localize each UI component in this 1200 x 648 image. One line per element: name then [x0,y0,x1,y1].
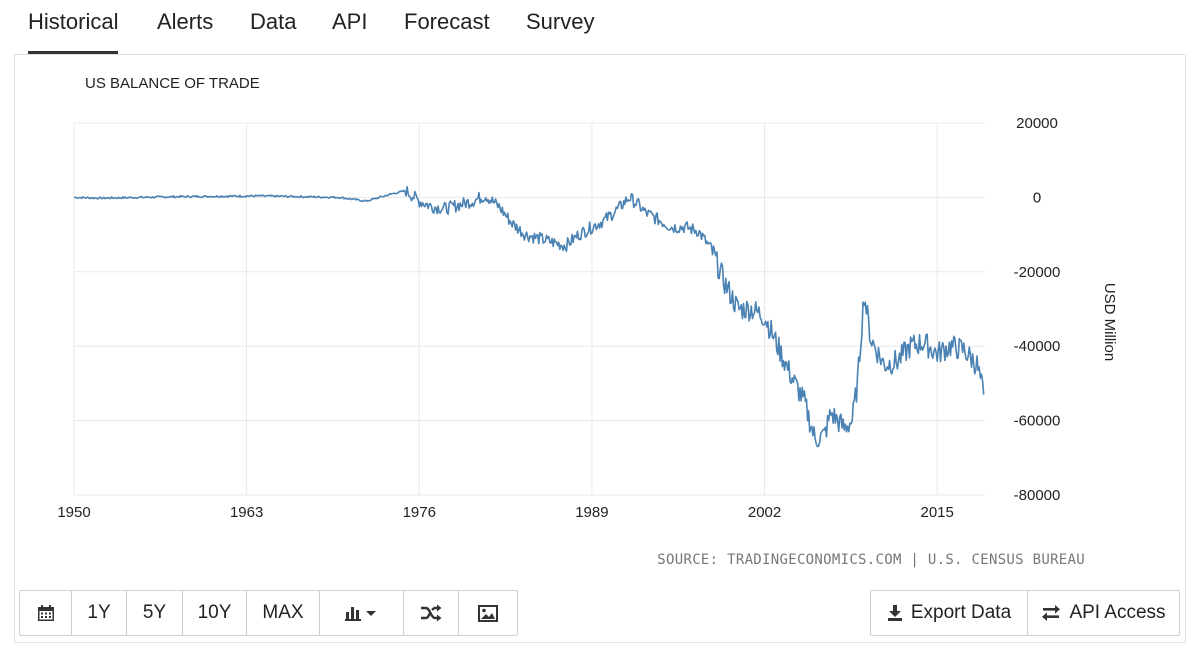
api-access-label: API Access [1069,602,1166,623]
export-data-label: Export Data [910,602,1012,623]
tab-survey[interactable]: Survey [526,9,595,34]
tab-api[interactable]: API [332,9,368,34]
exchange-icon [1042,605,1061,621]
tab-data[interactable]: Data [250,9,297,34]
x-tick-label: 1989 [575,504,608,521]
balance-of-trade-chart: US BALANCE OF TRADE 1950 1963 1976 1989 2002… [57,75,1118,568]
grid [73,122,985,496]
y-tick-label: -60000 [1014,413,1061,430]
y-tick-label: 20000 [1016,115,1058,132]
export-data-button[interactable]: Export Data [871,591,1027,635]
y-tick-label: -20000 [1014,264,1061,281]
chart-type-button[interactable] [320,591,404,635]
chart-title: US BALANCE OF TRADE [85,75,260,92]
range-5y-button[interactable]: 5Y [127,591,183,635]
series-line [74,185,985,448]
x-axis: 1950 1963 1976 1989 2002 2015 [57,504,954,521]
calendar-icon [37,605,54,621]
export-toolbar: Export Data API Access [870,590,1180,636]
range-10y-button[interactable]: 10Y [183,591,247,635]
tab-alerts[interactable]: Alerts [157,9,214,34]
x-tick-label: 1976 [403,504,436,521]
range-1y-button[interactable]: 1Y [72,591,127,635]
y-tick-label: -80000 [1014,487,1061,504]
shuffle-icon [421,604,442,622]
api-access-button[interactable]: API Access [1027,591,1179,635]
y-tick-label: 0 [1033,189,1041,206]
x-tick-label: 1963 [230,504,263,521]
chevron-down-icon [365,611,376,616]
x-tick-label: 2015 [921,504,954,521]
tab-bar: Historical Alerts Data API Forecast Surv… [14,0,1184,55]
tab-historical[interactable]: Historical [28,8,119,54]
chart-panel: US BALANCE OF TRADE 1950 1963 1976 1989 2002… [14,54,1186,643]
x-tick-label: 2002 [748,504,781,521]
range-max-button[interactable]: MAX [247,591,320,635]
calendar-button[interactable] [20,591,72,635]
y-tick-label: -40000 [1014,338,1061,355]
compare-button[interactable] [404,591,459,635]
y-axis: 20000 0 -20000 -40000 -60000 -80000 [1014,115,1061,504]
range-toolbar: 1Y 5Y 10Y MAX [19,590,518,636]
image-icon [478,604,498,622]
image-button[interactable] [459,591,517,635]
source-label: SOURCE: TRADINGECONOMICS.COM | U.S. CENS… [657,552,1085,568]
y-axis-title: USD Million [1101,283,1118,361]
x-tick-label: 1950 [57,504,90,521]
bar-chart-icon [344,607,376,621]
download-icon [887,605,902,621]
tab-forecast[interactable]: Forecast [404,9,490,34]
